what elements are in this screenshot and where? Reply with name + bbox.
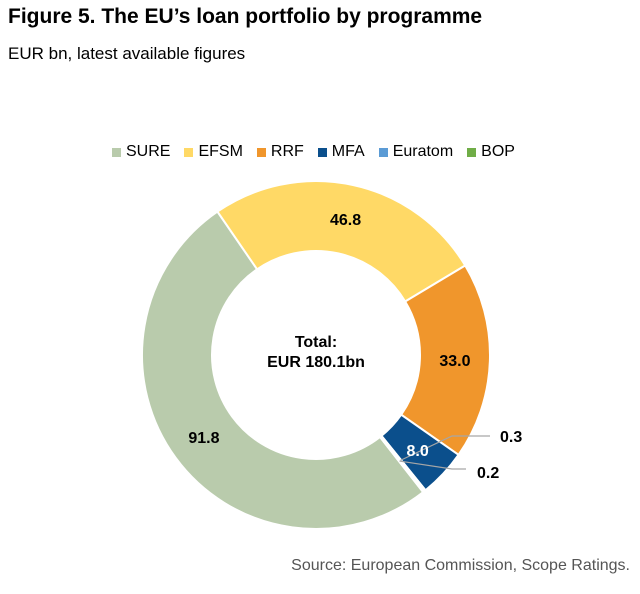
legend-label: Euratom (392, 143, 454, 160)
chart-legend: SURE EFSM RRF MFA Euratom BOP (112, 142, 515, 162)
legend-label: BOP (481, 143, 515, 160)
center-label-line2: EUR 180.1bn (267, 354, 365, 371)
donut-slices (141, 180, 491, 530)
center-label-line1: Total: (295, 334, 337, 351)
leader-line-euratom (400, 435, 490, 461)
data-label-rrf: 33.0 (439, 353, 470, 370)
legend-item-euratom: Euratom (378, 143, 454, 161)
legend-item-efsm: EFSM (184, 143, 243, 161)
data-label-efsm: 46.8 (330, 212, 361, 229)
slice-sure (141, 210, 425, 530)
data-label-euratom: 0.3 (500, 429, 522, 446)
source-note: Source: European Commission, Scope Ratin… (291, 557, 630, 574)
legend-label: SURE (126, 143, 171, 160)
data-labels: 91.8 46.8 33.0 8.0 0.3 0.2 (188, 212, 522, 482)
legend-label: RRF (270, 143, 304, 160)
slice-bop (378, 435, 426, 494)
data-label-mfa: 8.0 (407, 443, 429, 460)
legend-item-mfa: MFA (317, 143, 365, 161)
legend-item-bop: BOP (467, 143, 515, 161)
legend-item-rrf: RRF (256, 143, 304, 161)
legend-swatch (378, 147, 388, 157)
slice-efsm (216, 180, 467, 303)
chart-subtitle: EUR bn, latest available figures (8, 44, 246, 63)
legend-label: EFSM (198, 143, 243, 160)
chart-title: Figure 5. The EU’s loan portfolio by pro… (8, 5, 483, 28)
legend-swatch (467, 147, 477, 157)
legend-item-sure: SURE (112, 143, 170, 161)
data-label-sure: 91.8 (188, 430, 219, 447)
data-label-bop: 0.2 (477, 465, 499, 482)
legend-swatch (317, 147, 327, 157)
legend-swatch (256, 147, 266, 157)
leader-line-bop (399, 460, 466, 470)
legend-swatch (184, 147, 194, 157)
legend-swatch (112, 147, 121, 157)
leader-lines (399, 435, 490, 470)
legend-label: MFA (331, 143, 365, 160)
